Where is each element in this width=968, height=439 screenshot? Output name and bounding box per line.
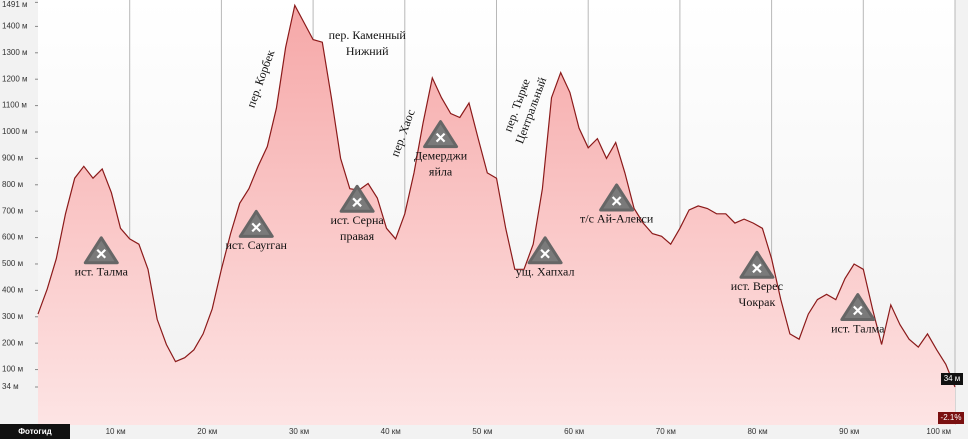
marker-label: ист. Талма bbox=[831, 321, 885, 335]
marker-label: ист. Талма bbox=[75, 265, 129, 279]
logo: Фотогид bbox=[18, 427, 52, 436]
grade-label: -2.1% bbox=[941, 413, 962, 422]
y-tick-label: 1100 м bbox=[2, 101, 27, 110]
y-tick-label: 1491 м bbox=[2, 0, 28, 9]
marker bbox=[339, 184, 375, 213]
y-tick-label: 500 м bbox=[2, 259, 23, 268]
x-tick-label: 100 км bbox=[926, 427, 951, 436]
grade-label-box bbox=[938, 412, 964, 424]
x-tick-label: 40 км bbox=[381, 427, 401, 436]
x-tick-label: 80 км bbox=[747, 427, 767, 436]
logo-box bbox=[0, 424, 70, 439]
y-tick-label: 100 м bbox=[2, 365, 23, 374]
x-tick-label: 20 км bbox=[197, 427, 217, 436]
marker bbox=[599, 183, 635, 212]
x-tick-label: 50 км bbox=[472, 427, 492, 436]
marker bbox=[527, 236, 563, 265]
note-label: пер. Каменный bbox=[329, 28, 407, 42]
marker-icon bbox=[527, 236, 563, 265]
line bbox=[37, 3, 956, 388]
marker-icon bbox=[599, 183, 635, 212]
marker-icon bbox=[840, 293, 876, 322]
marker bbox=[238, 209, 274, 238]
y-tick-label: 800 м bbox=[2, 180, 23, 189]
marker-label: ист. Серна bbox=[330, 213, 384, 227]
marker bbox=[83, 236, 119, 265]
marker-icon bbox=[339, 184, 375, 213]
marker-icon bbox=[423, 120, 459, 149]
y-tick-label: 1300 м bbox=[2, 48, 28, 57]
marker bbox=[739, 250, 775, 279]
x-tick-label: 30 км bbox=[289, 427, 309, 436]
end-label-box bbox=[941, 373, 963, 385]
x-tick-label: 10 км bbox=[106, 427, 126, 436]
marker bbox=[423, 120, 459, 149]
marker-label: ист. Верес bbox=[731, 279, 783, 293]
marker-label: правая bbox=[340, 229, 375, 243]
marker-cross bbox=[611, 196, 622, 206]
y-tick-label: 600 м bbox=[2, 233, 23, 242]
y-tick-label: 300 м bbox=[2, 312, 23, 321]
marker-cross bbox=[352, 197, 362, 208]
end-label: 34 м bbox=[944, 374, 961, 383]
marker-icon bbox=[238, 209, 274, 238]
marker-cross bbox=[435, 132, 446, 143]
x-tick-label: 90 км bbox=[839, 427, 859, 436]
note-label: Нижний bbox=[346, 44, 389, 58]
marker-icon bbox=[739, 250, 775, 279]
y-tick-label: 1400 м bbox=[2, 22, 28, 31]
y-tick-label: 34 м bbox=[2, 382, 19, 391]
y-tick-label: 1000 м bbox=[2, 127, 28, 136]
marker-cross bbox=[853, 305, 863, 316]
marker-cross bbox=[540, 248, 550, 259]
y-tick-label: 400 м bbox=[2, 285, 23, 294]
area bbox=[38, 5, 955, 426]
marker-label: т/с Ай-Алекси bbox=[580, 212, 654, 226]
marker-cross bbox=[251, 222, 262, 233]
marker-cross bbox=[96, 248, 107, 259]
marker-label: ущ. Хапхал bbox=[516, 265, 575, 279]
marker-label: яйла bbox=[429, 164, 453, 178]
marker-label: Демерджи bbox=[414, 148, 468, 162]
marker-cross bbox=[752, 263, 762, 274]
x-tick-label: 60 км bbox=[564, 427, 584, 436]
y-tick-label: 200 м bbox=[2, 338, 23, 347]
marker bbox=[840, 293, 876, 322]
marker-icon bbox=[83, 236, 119, 265]
y-tick-label: 700 м bbox=[2, 206, 23, 215]
x-tick-label: 70 км bbox=[656, 427, 676, 436]
y-tick-label: 1200 м bbox=[2, 74, 28, 83]
marker-label: Чокрак bbox=[739, 295, 776, 309]
y-tick-label: 900 м bbox=[2, 153, 23, 162]
marker-label: ист. Сауrган bbox=[226, 238, 288, 252]
